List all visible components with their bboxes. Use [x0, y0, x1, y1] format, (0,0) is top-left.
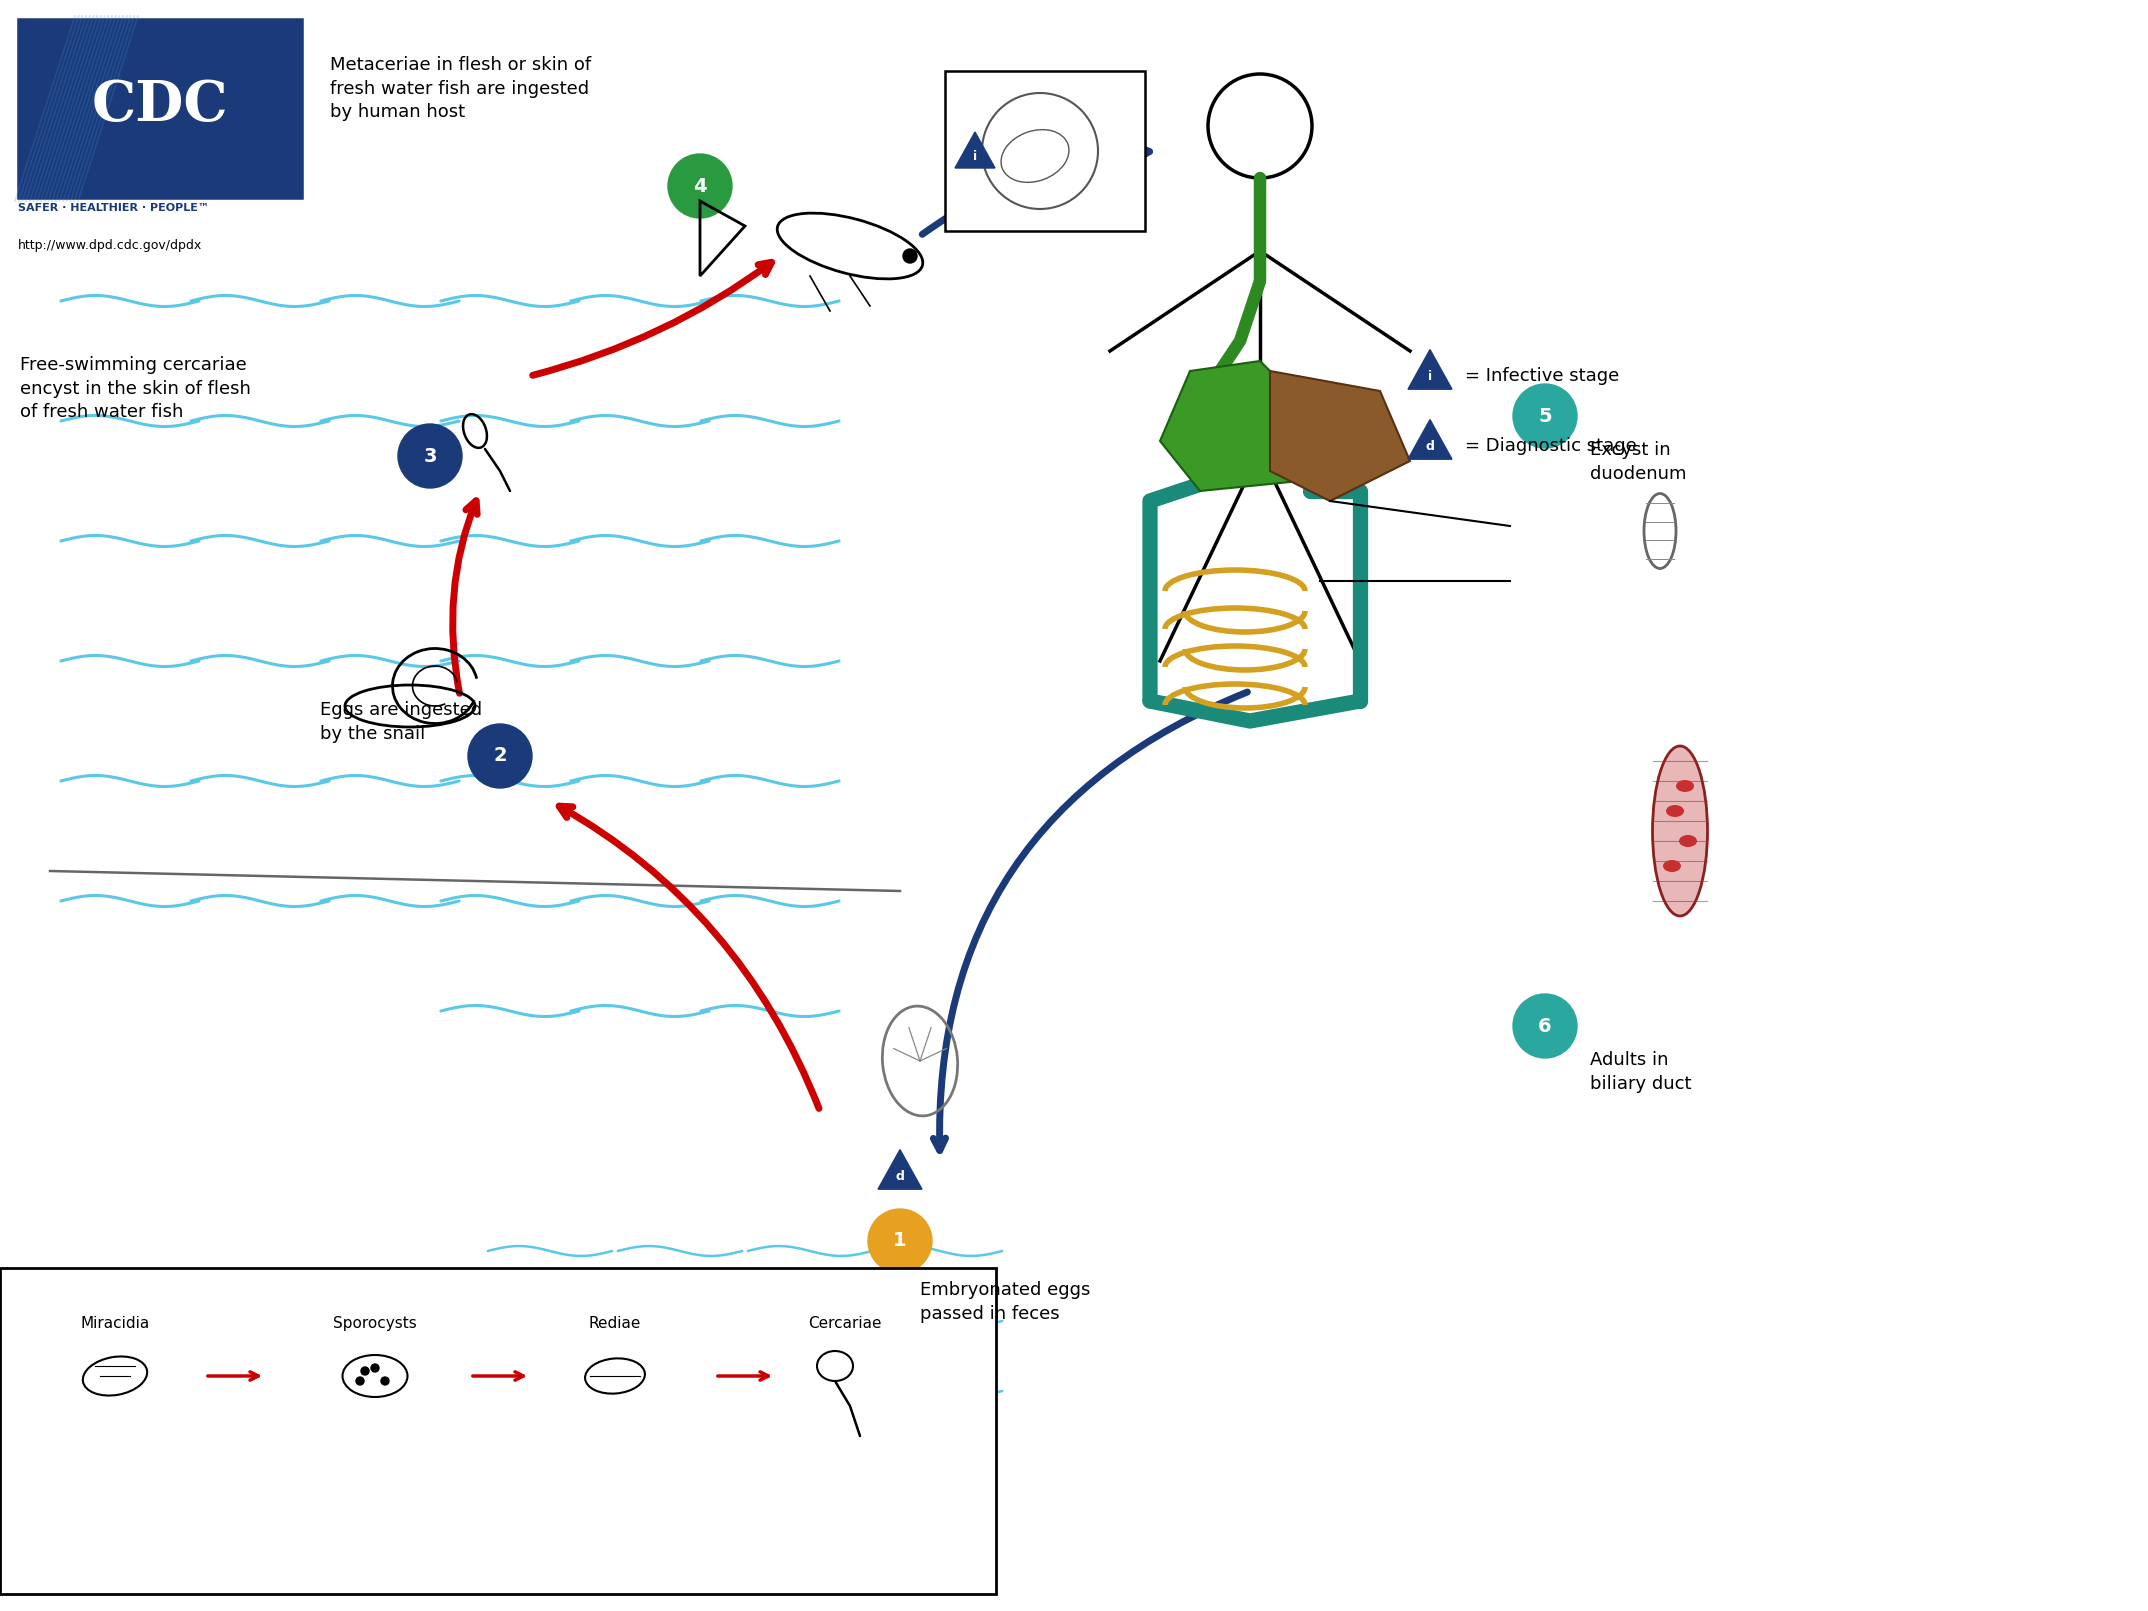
Circle shape — [868, 1208, 932, 1273]
FancyBboxPatch shape — [945, 71, 1145, 230]
Text: 1: 1 — [894, 1231, 906, 1250]
Text: i: i — [1428, 369, 1433, 382]
Text: 2b: 2b — [365, 1448, 387, 1463]
Text: d: d — [1426, 440, 1435, 453]
FancyBboxPatch shape — [15, 16, 305, 201]
FancyBboxPatch shape — [0, 1268, 997, 1593]
Circle shape — [397, 424, 462, 488]
Text: Adults in
biliary duct: Adults in biliary duct — [1590, 1050, 1690, 1092]
Text: http://www.dpd.cdc.gov/dpdx: http://www.dpd.cdc.gov/dpdx — [17, 238, 202, 251]
Polygon shape — [1160, 361, 1310, 491]
Circle shape — [348, 1427, 404, 1484]
Text: = Infective stage: = Infective stage — [1465, 367, 1620, 385]
Ellipse shape — [1680, 834, 1697, 847]
Ellipse shape — [1663, 860, 1682, 872]
Circle shape — [361, 1368, 369, 1376]
Circle shape — [380, 1377, 389, 1385]
Text: 2d: 2d — [833, 1448, 855, 1463]
Text: Excyst in
duodenum: Excyst in duodenum — [1590, 441, 1686, 483]
Circle shape — [816, 1427, 872, 1484]
Text: SAFER · HEALTHIER · PEOPLE™: SAFER · HEALTHIER · PEOPLE™ — [17, 203, 208, 213]
Text: 2a: 2a — [105, 1448, 125, 1463]
Ellipse shape — [1667, 806, 1684, 817]
Text: Sporocysts: Sporocysts — [333, 1316, 417, 1331]
Text: = Diagnostic stage: = Diagnostic stage — [1465, 437, 1637, 454]
Circle shape — [357, 1377, 363, 1385]
Polygon shape — [1407, 350, 1452, 390]
Ellipse shape — [1652, 746, 1708, 917]
Text: 6: 6 — [1538, 1017, 1551, 1036]
Text: 5: 5 — [1538, 406, 1551, 425]
Text: Miracidia: Miracidia — [79, 1316, 150, 1331]
Text: Cercariae: Cercariae — [808, 1316, 881, 1331]
Text: Embryonated eggs
passed in feces: Embryonated eggs passed in feces — [919, 1281, 1091, 1323]
Text: 3: 3 — [423, 446, 436, 466]
Circle shape — [586, 1427, 642, 1484]
Text: Eggs are ingested
by the snail: Eggs are ingested by the snail — [320, 701, 481, 743]
Polygon shape — [879, 1150, 921, 1189]
Circle shape — [468, 723, 533, 788]
Text: 2: 2 — [494, 746, 507, 765]
Polygon shape — [956, 132, 995, 168]
Text: d: d — [896, 1170, 904, 1182]
Text: Rediae: Rediae — [589, 1316, 642, 1331]
Circle shape — [88, 1427, 144, 1484]
Text: Free-swimming cercariae
encyst in the skin of flesh
of fresh water fish: Free-swimming cercariae encyst in the sk… — [19, 356, 251, 420]
Polygon shape — [1269, 371, 1409, 501]
Text: 2c: 2c — [606, 1448, 625, 1463]
Circle shape — [902, 250, 917, 263]
Circle shape — [1512, 383, 1577, 448]
Text: Metaceriae in flesh or skin of
fresh water fish are ingested
by human host: Metaceriae in flesh or skin of fresh wat… — [331, 56, 591, 121]
Text: CDC: CDC — [92, 79, 228, 134]
Text: 4: 4 — [694, 177, 707, 195]
Ellipse shape — [1675, 780, 1695, 793]
Polygon shape — [1407, 419, 1452, 459]
Text: i: i — [973, 150, 977, 163]
Circle shape — [372, 1365, 378, 1373]
Circle shape — [1512, 994, 1577, 1058]
Circle shape — [668, 155, 732, 217]
